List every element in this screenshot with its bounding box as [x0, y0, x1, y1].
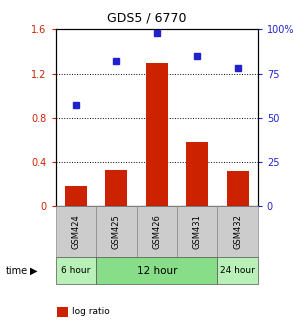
- Text: GSM426: GSM426: [152, 214, 161, 249]
- Bar: [105, 170, 127, 206]
- Text: GDS5 / 6770: GDS5 / 6770: [107, 11, 186, 25]
- Text: GSM432: GSM432: [233, 214, 242, 249]
- Bar: [65, 186, 87, 206]
- Text: GSM425: GSM425: [112, 214, 121, 249]
- Bar: [146, 62, 168, 206]
- Bar: [186, 142, 208, 206]
- Text: 6 hour: 6 hour: [61, 266, 91, 275]
- Text: GSM431: GSM431: [193, 214, 202, 249]
- Bar: [226, 171, 249, 206]
- Text: ▶: ▶: [30, 266, 38, 276]
- Text: time: time: [6, 266, 28, 276]
- Text: GSM424: GSM424: [71, 214, 80, 249]
- Text: log ratio: log ratio: [72, 307, 110, 317]
- Text: 12 hour: 12 hour: [137, 266, 177, 276]
- Text: 24 hour: 24 hour: [220, 266, 255, 275]
